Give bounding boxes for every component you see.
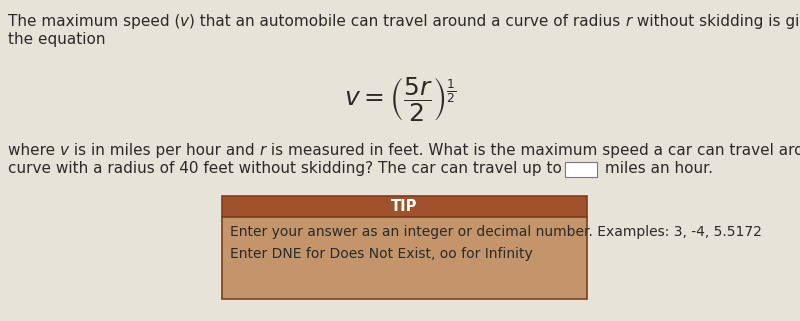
Text: the equation: the equation <box>8 32 106 47</box>
Text: v: v <box>60 143 69 158</box>
Text: r: r <box>626 14 632 29</box>
Text: r: r <box>259 143 266 158</box>
Text: without skidding is given by: without skidding is given by <box>632 14 800 29</box>
Text: The maximum speed (: The maximum speed ( <box>8 14 180 29</box>
Text: is in miles per hour and: is in miles per hour and <box>69 143 259 158</box>
FancyBboxPatch shape <box>222 217 587 299</box>
Text: v: v <box>180 14 190 29</box>
Text: ) that an automobile can travel around a curve of radius: ) that an automobile can travel around a… <box>190 14 626 29</box>
Text: is measured in feet. What is the maximum speed a car can travel around a: is measured in feet. What is the maximum… <box>266 143 800 158</box>
Text: Enter DNE for Does Not Exist, oo for Infinity: Enter DNE for Does Not Exist, oo for Inf… <box>230 247 533 261</box>
FancyBboxPatch shape <box>565 162 597 177</box>
Text: miles an hour.: miles an hour. <box>600 161 713 176</box>
Text: Enter your answer as an integer or decimal number. Examples: 3, -4, 5.5172: Enter your answer as an integer or decim… <box>230 225 762 239</box>
Text: $v = \left(\dfrac{5r}{2}\right)^{\frac{1}{2}}$: $v = \left(\dfrac{5r}{2}\right)^{\frac{1… <box>344 75 456 123</box>
FancyBboxPatch shape <box>222 196 587 217</box>
Text: curve with a radius of 40 feet without skidding? The car can travel up to: curve with a radius of 40 feet without s… <box>8 161 562 176</box>
Text: where: where <box>8 143 60 158</box>
Text: TIP: TIP <box>391 199 418 214</box>
